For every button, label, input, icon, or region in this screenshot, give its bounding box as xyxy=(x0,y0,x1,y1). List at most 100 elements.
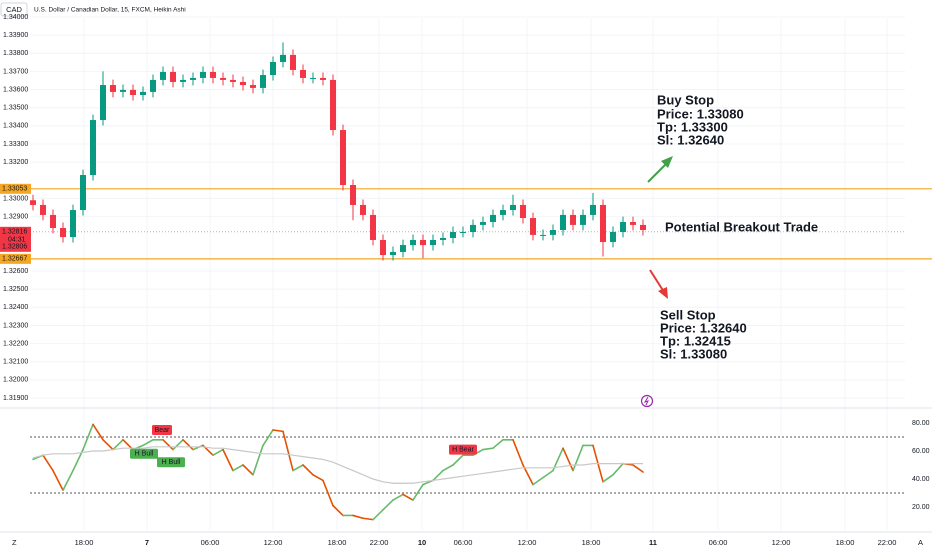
level-label: 1.32667 xyxy=(2,256,27,263)
candle-body xyxy=(370,214,376,240)
candle-body xyxy=(60,228,66,238)
oscillator-segment xyxy=(482,447,494,451)
sell-arrow xyxy=(649,269,668,299)
candle-body xyxy=(190,77,196,80)
y-tick-label: 1.32400 xyxy=(3,304,28,311)
candle-body xyxy=(100,85,106,121)
y-tick-label: 1.32000 xyxy=(3,377,28,384)
candle-body xyxy=(460,231,466,233)
y-tick-label: 1.32300 xyxy=(3,322,28,329)
candle-body xyxy=(220,77,226,80)
level-label: 1.33053 xyxy=(2,186,27,193)
moving-average xyxy=(32,446,643,484)
candle-body xyxy=(110,85,116,92)
oscillator-segment xyxy=(162,438,174,451)
x-tick-label: 11 xyxy=(649,538,657,547)
candle-body xyxy=(170,71,176,82)
symbol-box[interactable] xyxy=(0,2,28,17)
y-tick-label: 1.32500 xyxy=(3,286,28,293)
y-tick-label: 1.32200 xyxy=(3,340,28,347)
oscillator-segment xyxy=(242,464,254,476)
y2-tick-label: 40.00 xyxy=(912,476,930,483)
candle-body xyxy=(570,214,576,225)
oscillator-segment xyxy=(552,447,564,472)
oscillator-segment xyxy=(542,469,554,479)
oscillator-segment xyxy=(352,514,364,520)
annotation: Sl: 1.32640 xyxy=(657,132,724,147)
buy-arrow xyxy=(647,156,673,183)
candle-body xyxy=(290,54,296,70)
annotation: Sl: 1.33080 xyxy=(660,346,727,361)
prev-close-label: 1.32806 xyxy=(2,244,27,251)
oscillator-segment xyxy=(442,464,454,472)
last-price-label: 1.32816 xyxy=(2,229,27,236)
candle-body xyxy=(630,222,636,225)
oscillator-segment xyxy=(392,493,404,501)
candle-body xyxy=(340,130,346,185)
y-tick-label: 1.33400 xyxy=(3,123,28,130)
oscillator-segment xyxy=(62,469,74,492)
oscillator-segment xyxy=(82,423,94,451)
oscillator-segment xyxy=(232,464,244,472)
y-tick-label: 1.33800 xyxy=(3,50,28,57)
y-tick-label: 1.33700 xyxy=(3,68,28,75)
candle-body xyxy=(390,251,396,256)
axis-button[interactable]: Z xyxy=(12,538,17,547)
alert-icon[interactable] xyxy=(640,394,654,408)
x-tick-label: 12:00 xyxy=(518,538,537,547)
candle-body xyxy=(80,175,86,211)
candle-body xyxy=(140,91,146,95)
candle-body xyxy=(150,79,156,92)
countdown: 04:31 xyxy=(8,237,26,244)
oscillator-segment xyxy=(172,438,184,451)
y-tick-label: 1.33000 xyxy=(3,195,28,202)
candle-body xyxy=(480,222,486,225)
y-tick-label: 1.32600 xyxy=(3,268,28,275)
oscillator-segment xyxy=(142,438,154,447)
axis-button[interactable]: A xyxy=(918,538,923,547)
oscillator-segment xyxy=(512,438,524,466)
signal-badge xyxy=(130,448,158,459)
candle-body xyxy=(330,79,336,131)
candle-body xyxy=(160,71,166,80)
y-tick-label: 1.33600 xyxy=(3,86,28,93)
x-tick-label: 22:00 xyxy=(878,538,897,547)
candle-body xyxy=(30,200,36,205)
oscillator-segment xyxy=(92,423,104,441)
candle-body xyxy=(120,89,126,92)
annotation: Tp: 1.33300 xyxy=(657,119,728,134)
x-tick-label: 10 xyxy=(418,538,426,547)
oscillator-segment xyxy=(262,429,274,447)
candle-body xyxy=(360,204,366,215)
annotation: Price: 1.32640 xyxy=(660,320,747,335)
candle-body xyxy=(520,204,526,219)
oscillator-segment xyxy=(612,462,624,476)
oscillator-segment xyxy=(302,464,314,476)
candle-body xyxy=(420,239,426,246)
oscillator-segment xyxy=(182,438,194,451)
x-tick-label: 18:00 xyxy=(836,538,855,547)
annotation: Tp: 1.32415 xyxy=(660,333,731,348)
candle-body xyxy=(250,85,256,88)
oscillator-segment xyxy=(362,517,374,521)
x-tick-label: 06:00 xyxy=(201,538,220,547)
candle-body xyxy=(70,210,76,238)
candle-body xyxy=(560,214,566,230)
x-tick-label: 7 xyxy=(145,538,149,547)
oscillator-segment xyxy=(102,438,114,451)
signal-badge xyxy=(449,444,477,455)
oscillator-segment xyxy=(322,479,334,507)
candle-body xyxy=(540,234,546,236)
candle-body xyxy=(90,120,96,176)
y-tick-label: 1.31900 xyxy=(3,395,28,402)
candle-body xyxy=(210,71,216,78)
y-tick-label: 1.32100 xyxy=(3,359,28,366)
oscillator-segment xyxy=(192,444,204,451)
oscillator-segment xyxy=(222,448,234,472)
y2-tick-label: 60.00 xyxy=(912,448,930,455)
y-tick-label: 1.33200 xyxy=(3,159,28,166)
candle-body xyxy=(200,71,206,78)
oscillator-segment xyxy=(42,454,54,472)
candle-body xyxy=(510,204,516,211)
x-tick-label: 18:00 xyxy=(75,538,94,547)
